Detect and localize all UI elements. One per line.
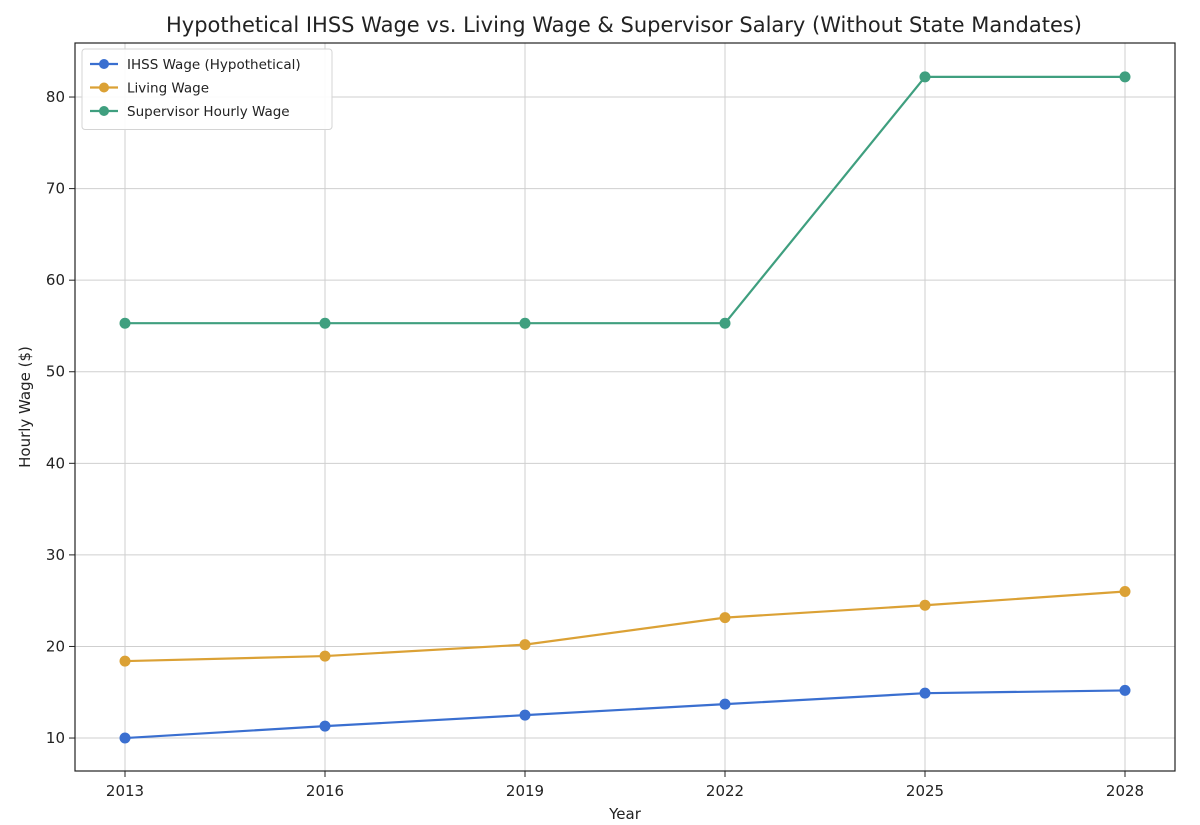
legend-item: IHSS Wage (Hypothetical) (90, 57, 301, 73)
legend-label: IHSS Wage (Hypothetical) (127, 57, 301, 73)
legend-marker (99, 59, 109, 69)
y-axis-title: Hourly Wage ($) (16, 346, 34, 468)
x-tick-label: 2022 (706, 782, 744, 800)
y-tick-label: 40 (46, 454, 65, 472)
x-axis-title: Year (608, 805, 642, 821)
y-tick-label: 50 (46, 363, 65, 381)
data-point (1119, 684, 1131, 696)
y-tick-label: 70 (46, 180, 65, 198)
data-point (319, 317, 331, 329)
x-tick-label: 2016 (306, 782, 344, 800)
tick-layer: 2013 2016 2019 2022 2025 2028 10 20 30 40 50 60 70 80 (46, 88, 1144, 800)
data-point (119, 732, 131, 744)
series-2 (119, 586, 1131, 667)
series-3 (119, 71, 1131, 329)
grid (75, 43, 1175, 771)
data-point (1119, 71, 1131, 83)
data-point (119, 655, 131, 667)
y-tick-label: 30 (46, 546, 65, 564)
series-layer (119, 71, 1131, 744)
data-point (919, 71, 931, 83)
data-point (919, 687, 931, 699)
x-tick-label: 2028 (1106, 782, 1144, 800)
data-point (519, 709, 531, 721)
legend-marker (99, 106, 109, 116)
series-line (124, 689, 1126, 740)
data-point (919, 599, 931, 611)
legend-item: Supervisor Hourly Wage (90, 104, 290, 120)
legend-label: Living Wage (127, 81, 209, 97)
x-tick-label: 2019 (506, 782, 544, 800)
data-point (519, 639, 531, 651)
data-point (719, 317, 731, 329)
legend-item: Living Wage (90, 81, 209, 97)
x-tick-label: 2013 (106, 782, 144, 800)
y-tick-label: 80 (46, 88, 65, 106)
legend-marker (99, 82, 109, 93)
y-tick-label: 60 (46, 271, 65, 289)
legend-label: Supervisor Hourly Wage (127, 104, 290, 120)
data-point (1119, 586, 1131, 598)
data-point (719, 612, 731, 624)
legend-box (81, 48, 333, 130)
y-tick-label: 20 (46, 637, 65, 655)
series-1 (119, 684, 1131, 744)
data-point (519, 317, 531, 329)
series-line (124, 590, 1126, 663)
data-point (319, 650, 331, 662)
legend: IHSS Wage (Hypothetical) Living Wage Super… (81, 48, 333, 130)
chart-title: Hypothetical IHSS Wage vs. Living Wage &… (166, 13, 1082, 37)
data-point (719, 698, 731, 710)
series-line (125, 75, 1125, 325)
plot-frame (74, 42, 1176, 772)
y-tick-label: 10 (46, 729, 65, 747)
data-point (119, 317, 131, 329)
x-tick-label: 2025 (906, 782, 944, 800)
data-point (319, 720, 331, 732)
